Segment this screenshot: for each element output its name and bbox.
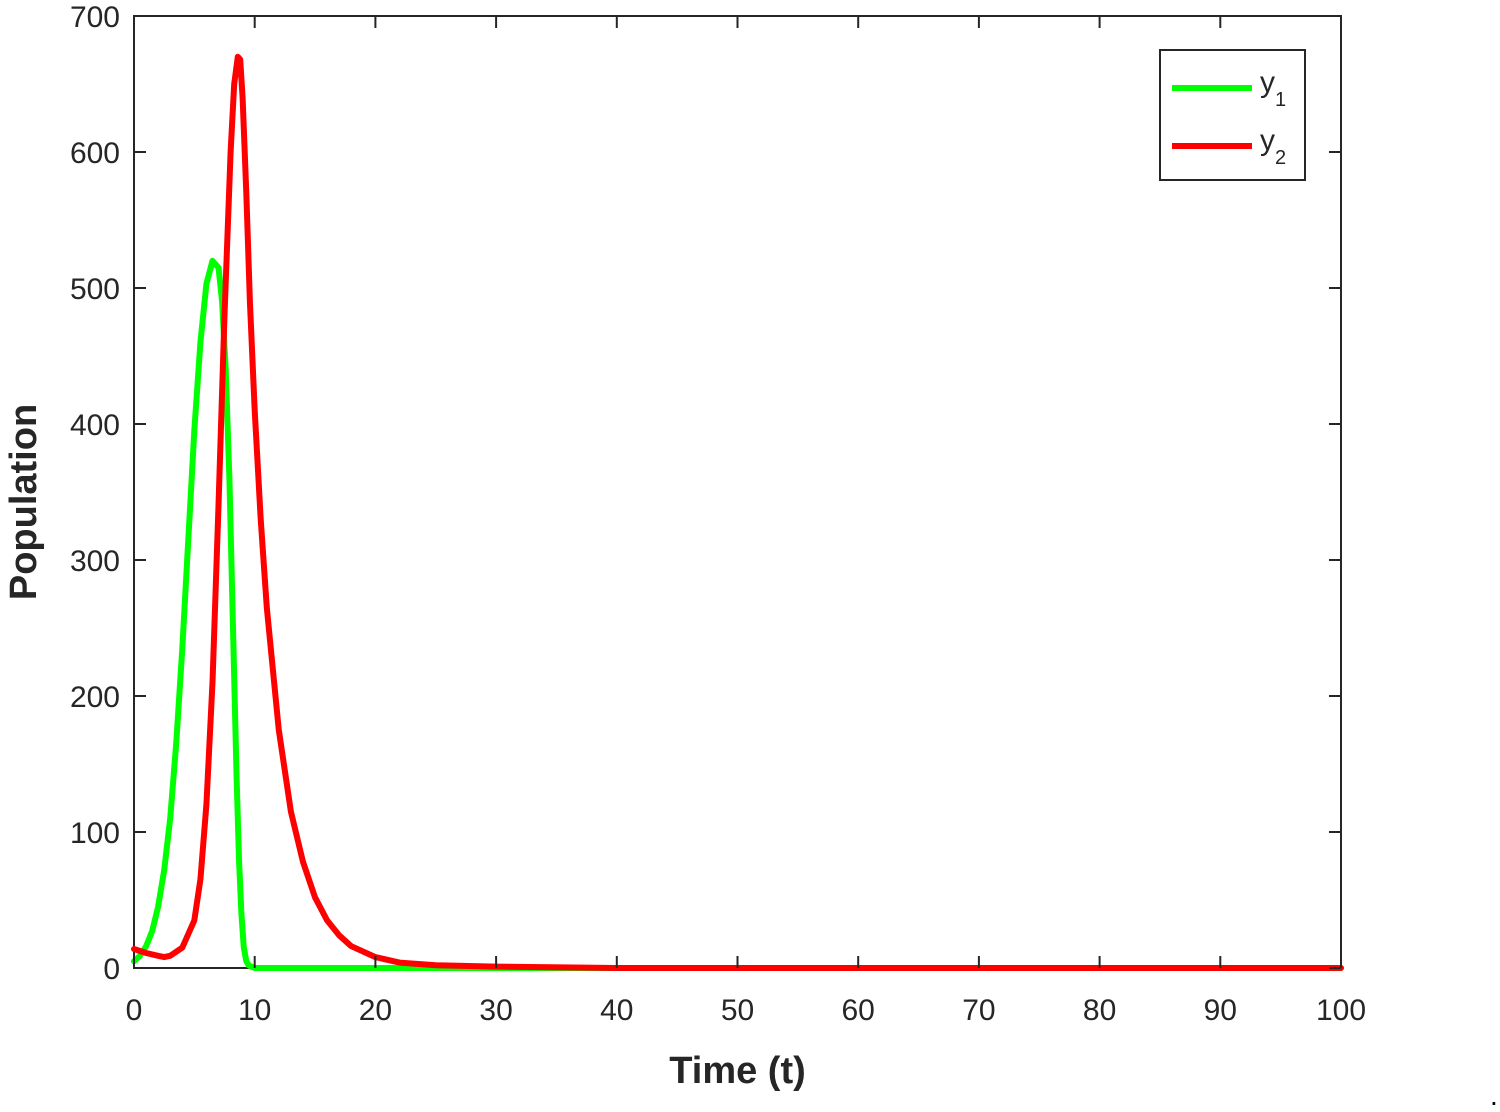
y-tick-label: 300 [70, 545, 120, 578]
y-tick-label: 700 [70, 1, 120, 34]
x-tick-label: 70 [962, 994, 995, 1027]
x-tick-label: 90 [1204, 994, 1237, 1027]
trailing-period: . [1490, 1080, 1498, 1111]
legend-box [1159, 49, 1306, 181]
x-tick-label: 20 [359, 994, 392, 1027]
y-tick-label: 500 [70, 273, 120, 306]
y-tick-label: 100 [70, 817, 120, 850]
x-tick-label: 50 [721, 994, 754, 1027]
y-tick-label: 400 [70, 409, 120, 442]
y-tick-label: 0 [103, 953, 120, 986]
y-tick-label: 200 [70, 681, 120, 714]
y-tick-label: 600 [70, 137, 120, 170]
x-tick-label: 80 [1083, 994, 1116, 1027]
x-tick-label: 10 [238, 994, 271, 1027]
x-tick-label: 30 [479, 994, 512, 1027]
x-tick-label: 0 [126, 994, 143, 1027]
plot-area [133, 15, 1342, 969]
x-tick-label: 100 [1316, 994, 1366, 1027]
x-tick-label: 40 [600, 994, 633, 1027]
x-axis-title: Time (t) [669, 1050, 806, 1092]
legend-label-y1: y1 [1260, 66, 1286, 111]
x-tick-label: 60 [842, 994, 875, 1027]
y-axis-title: Population [3, 404, 45, 600]
legend-label-y2: y2 [1260, 124, 1286, 169]
series-line-y2 [131, 53, 1344, 971]
